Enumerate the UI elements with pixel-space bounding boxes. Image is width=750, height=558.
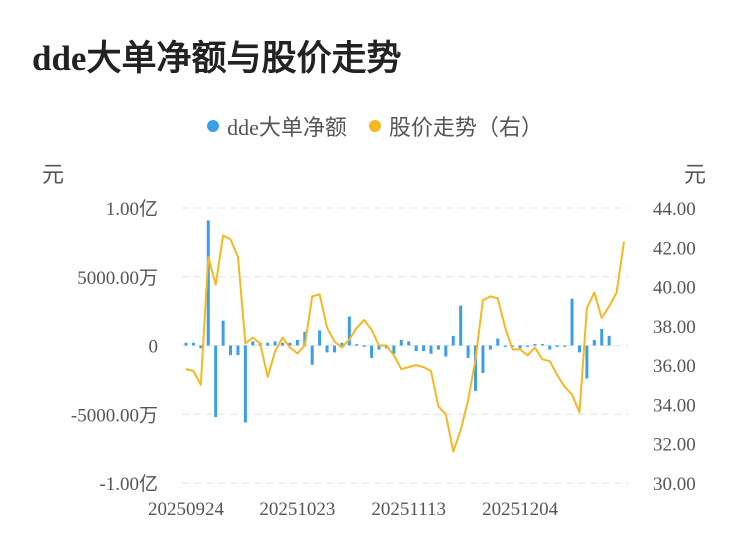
dde-bar [511, 345, 515, 347]
dde-bar [229, 345, 233, 356]
dde-bar [310, 345, 314, 365]
x-tick-label: 20251023 [259, 499, 335, 520]
right-tick-label: 40.00 [653, 278, 696, 299]
dde-bar [540, 344, 544, 346]
right-tick-label: 42.00 [653, 238, 696, 259]
dde-bar [281, 342, 285, 346]
dde-bar [221, 320, 225, 346]
right-tick-label: 44.00 [653, 199, 696, 220]
dde-bar [585, 345, 589, 379]
dde-bar [236, 345, 240, 356]
dde-bar [288, 342, 292, 346]
right-tick-label: 34.00 [653, 395, 696, 416]
dde-bar [466, 345, 470, 358]
dde-bar [451, 335, 455, 346]
legend-marker-dde [207, 120, 220, 132]
dde-bar [525, 345, 529, 347]
dde-bar [474, 345, 478, 391]
dde-bar [191, 342, 195, 346]
dde-bar [318, 330, 322, 346]
dde-bar [214, 345, 218, 417]
dde-bar [496, 338, 500, 346]
left-tick-label: 5000.00万 [77, 268, 158, 289]
dde-bar [481, 345, 485, 373]
dde-bar [570, 298, 574, 346]
dde-bar [184, 342, 188, 346]
legend-marker-price [368, 120, 381, 132]
dde-bar [325, 345, 329, 353]
dde-bar [295, 340, 299, 346]
dde-bar [370, 345, 374, 358]
dde-bar [444, 345, 448, 357]
dde-bar [303, 331, 307, 346]
left-tick-label: -5000.00万 [71, 405, 158, 426]
dde-bar [399, 340, 403, 346]
dde-bar [429, 345, 433, 354]
legend-label-price: 股价走势（右） [388, 115, 543, 140]
right-tick-label: 38.00 [653, 317, 696, 338]
dde-bar [332, 345, 336, 353]
x-tick-label: 20251204 [482, 499, 559, 520]
dde-bar [362, 345, 366, 347]
dde-bar [533, 344, 537, 346]
dde-bar [407, 341, 411, 346]
dde-bar [414, 345, 418, 351]
dde-bar [436, 345, 440, 350]
dde-bar [607, 335, 611, 346]
x-tick-label: 20250924 [148, 499, 225, 520]
dde-bar [266, 342, 270, 346]
left-tick-label: 1.00亿 [106, 198, 158, 220]
dde-bar [459, 305, 463, 346]
dde-bar [422, 345, 426, 351]
dde-bar [503, 345, 507, 347]
chart-legend: dde大单净额 股价走势（右） [0, 110, 750, 142]
dde-bar [199, 345, 203, 349]
dde-bar [206, 220, 210, 346]
right-tick-label: 30.00 [653, 474, 696, 495]
x-tick-label: 20251113 [371, 499, 446, 520]
dde-bar [555, 345, 559, 347]
dde-bar [563, 345, 567, 347]
dde-bar [243, 345, 247, 423]
legend-item-price[interactable]: 股价走势（右） [368, 110, 543, 142]
right-tick-label: 36.00 [653, 356, 696, 377]
dde-bar [548, 345, 552, 350]
dde-bar [600, 329, 604, 346]
legend-item-dde[interactable]: dde大单净额 [207, 110, 347, 142]
right-axis-unit: 元 [684, 162, 707, 187]
left-axis-unit: 元 [42, 162, 65, 187]
price-line [185, 234, 625, 453]
left-tick-label: 0 [149, 337, 159, 358]
right-tick-label: 32.00 [653, 435, 696, 456]
dde-bar [355, 344, 359, 346]
dde-bar [592, 340, 596, 346]
legend-label-dde: dde大单净额 [227, 115, 347, 140]
dde-bar [377, 345, 381, 350]
dde-bar [577, 345, 581, 353]
dde-bar [273, 341, 277, 346]
chart-title: dde大单净额与股价走势 [32, 39, 402, 78]
dde-bar [392, 345, 396, 354]
left-tick-label: -1.00亿 [99, 473, 158, 495]
dde-bar [488, 345, 492, 350]
dde-bar [518, 345, 522, 349]
dde-bar [347, 316, 351, 346]
dde-bar [340, 342, 344, 346]
dde-bar [251, 341, 255, 346]
